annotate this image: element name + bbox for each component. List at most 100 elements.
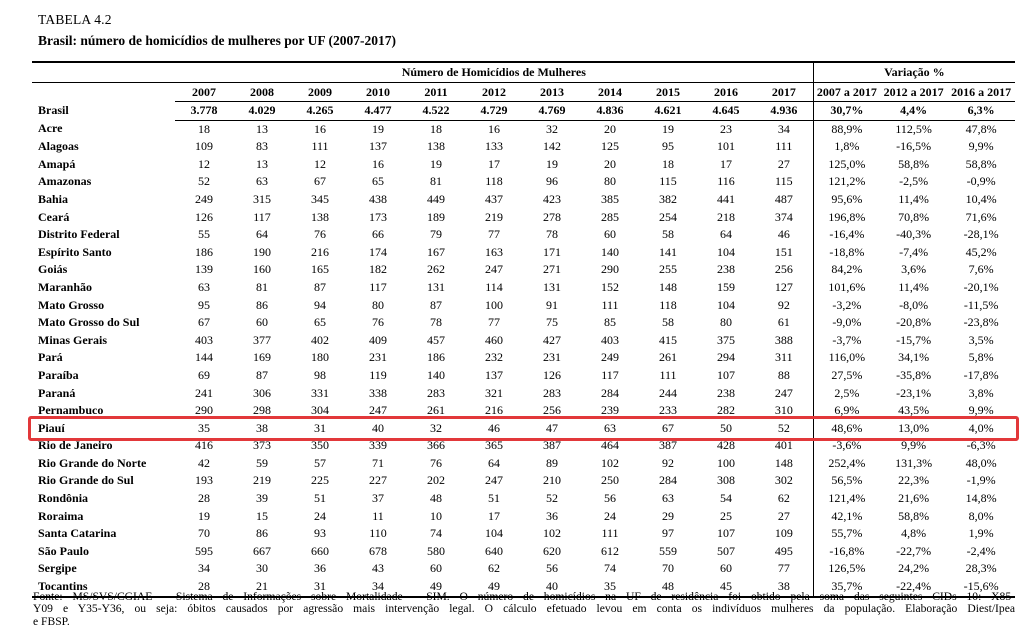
variation-cell: 34,1% — [898, 350, 930, 365]
row-label: Amapá — [38, 156, 76, 171]
value-cell: 139 — [195, 262, 213, 277]
value-cell: 382 — [659, 191, 677, 206]
value-cell: 91 — [546, 297, 558, 312]
value-cell: 30 — [256, 561, 268, 576]
value-cell: 46 — [488, 420, 500, 435]
variation-cell: 4,4% — [880, 101, 948, 121]
row-label: Pará — [38, 350, 63, 365]
row-label: Mato Grosso — [38, 297, 105, 312]
variation-cell: -2,4% — [966, 543, 996, 558]
value-cell: 174 — [369, 244, 387, 259]
variation-cell: -8,0% — [899, 297, 929, 312]
value-cell: 24 — [314, 508, 326, 523]
value-cell: 49 — [430, 579, 442, 594]
row-label: Paraná — [38, 385, 76, 400]
value-cell: 4.769 — [523, 101, 581, 121]
variation-cell: 24,2% — [898, 561, 930, 576]
table-row: Brasil 3.778 4.029 4.265 4.477 4.522 4.729 4.76… — [32, 101, 1016, 121]
year-column-header: 2017 — [755, 82, 814, 102]
value-cell: 51 — [488, 491, 500, 506]
row-label: Brasil — [38, 103, 69, 117]
table-row: Sergipe 34 30 36 43 60 62 56 74 70 60 77 126,5% 24,2%… — [32, 560, 1015, 579]
value-cell: 160 — [253, 262, 271, 277]
value-cell: 428 — [717, 438, 735, 453]
variation-cell: 9,9% — [968, 139, 994, 154]
variation-cell: 116,0% — [812, 349, 881, 367]
value-cell: 109 — [774, 526, 793, 541]
value-cell: 52 — [777, 420, 790, 435]
value-cell: 81 — [430, 174, 442, 189]
value-cell: 16 — [372, 156, 384, 171]
value-cell: 79 — [430, 227, 442, 242]
value-cell: 141 — [659, 244, 677, 259]
variation-cell: 112,5% — [895, 121, 932, 136]
value-cell: 77 — [488, 227, 500, 242]
variation-cell: 3,8% — [968, 385, 994, 400]
table-row: Acre 18 13 16 19 18 16 32 20 19 23 34 88,9% 112,5% 47,… — [32, 120, 1015, 139]
value-cell: 34 — [777, 121, 790, 136]
value-cell: 74 — [430, 526, 442, 541]
value-cell: 247 — [774, 385, 793, 400]
value-cell: 180 — [311, 350, 329, 365]
value-cell: 283 — [543, 385, 561, 400]
variation-cell: -22,7% — [896, 543, 932, 558]
variation-cell: -0,9% — [966, 174, 996, 189]
value-cell: 678 — [369, 543, 387, 558]
value-cell: 140 — [601, 244, 619, 259]
year-column-header: 2012 — [465, 82, 523, 102]
variation-column-header: 2007 a 2017 — [812, 82, 881, 102]
value-cell: 142 — [543, 139, 561, 154]
value-cell: 21 — [256, 579, 268, 594]
value-cell: 137 — [369, 139, 387, 154]
value-cell: 86 — [256, 297, 268, 312]
variation-cell: -28,1% — [963, 227, 999, 242]
value-cell: 43 — [372, 561, 384, 576]
value-cell: 138 — [427, 139, 445, 154]
variation-cell: 56,5% — [812, 472, 881, 491]
value-cell: 62 — [777, 491, 790, 506]
value-cell: 119 — [369, 367, 387, 382]
value-cell: 165 — [311, 262, 329, 277]
table-row-highlighted: Piauí 35 38 31 40 32 46 47 63 67 50 52 48,6% 13,0% 4,0… — [32, 419, 1015, 438]
value-cell: 4.645 — [697, 101, 755, 121]
value-cell: 247 — [485, 262, 503, 277]
value-cell: 88 — [777, 367, 790, 382]
value-cell: 28 — [198, 579, 210, 594]
value-cell: 115 — [659, 174, 677, 189]
value-cell: 282 — [717, 403, 735, 418]
value-cell: 117 — [253, 209, 271, 224]
row-label: Bahia — [38, 191, 69, 206]
value-cell: 27 — [777, 156, 790, 171]
value-cell: 271 — [543, 262, 561, 277]
value-cell: 438 — [369, 191, 387, 206]
value-cell: 107 — [717, 367, 735, 382]
row-label: Acre — [38, 121, 63, 136]
value-cell: 126 — [195, 209, 213, 224]
value-cell: 104 — [717, 244, 735, 259]
table-row: Tocantins 28 21 31 34 49 49 40 35 48 45 38 35,7% -22,… — [32, 578, 1015, 597]
value-cell: 56 — [604, 491, 616, 506]
value-cell: 3.778 — [175, 101, 233, 121]
variation-group-header: Variação % — [812, 62, 1016, 83]
value-cell: 13 — [256, 156, 268, 171]
row-label: Minas Gerais — [38, 332, 107, 347]
value-cell: 310 — [774, 403, 793, 418]
value-cell: 111 — [311, 139, 329, 154]
table-row: Maranhão 63 81 87 117 131 114 131 152 148 159 127 10… — [32, 278, 1015, 297]
variation-cell: 125,0% — [812, 155, 881, 174]
value-cell: 89 — [546, 455, 558, 470]
value-cell: 70 — [198, 526, 210, 541]
value-cell: 35 — [604, 579, 616, 594]
value-cell: 4.477 — [349, 101, 407, 121]
value-cell: 487 — [774, 191, 793, 206]
variation-cell: 9,9% — [901, 438, 927, 453]
variation-cell: 3,6% — [901, 262, 927, 277]
value-cell: 385 — [601, 191, 619, 206]
value-cell: 302 — [774, 473, 793, 488]
value-cell: 667 — [253, 543, 271, 558]
value-cell: 19 — [372, 121, 384, 136]
value-cell: 80 — [604, 174, 616, 189]
value-cell: 231 — [369, 350, 387, 365]
value-cell: 111 — [775, 139, 793, 154]
value-cell: 247 — [369, 403, 387, 418]
